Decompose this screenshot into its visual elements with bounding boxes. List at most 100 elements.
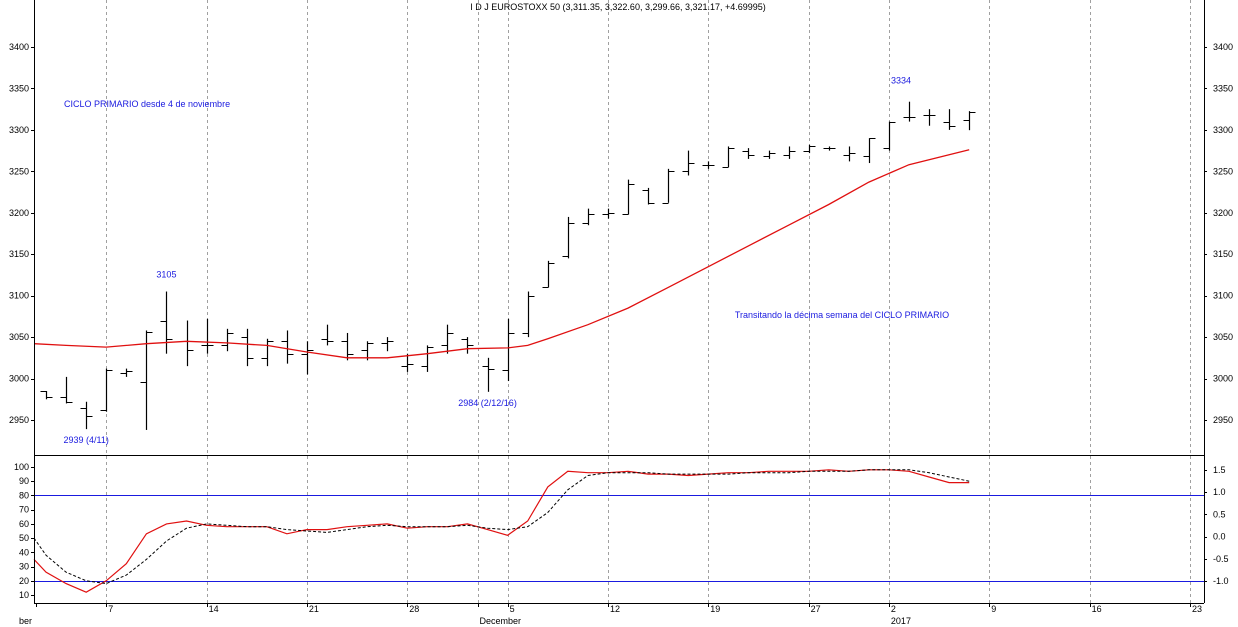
annotation-label: 2939 (4/11) bbox=[63, 435, 108, 445]
ohlc-bar bbox=[522, 291, 535, 338]
ohlc-bar bbox=[321, 324, 334, 346]
y-tick-label-right: 3350 bbox=[1213, 83, 1233, 93]
y-tick-label-left: 2950 bbox=[9, 415, 29, 425]
ohlc-bar bbox=[542, 260, 555, 288]
x-tick-label: 7 bbox=[108, 604, 113, 614]
ohlc-bar bbox=[582, 208, 595, 226]
oscillator-signal-line bbox=[33, 469, 970, 585]
ohlc-bar bbox=[742, 148, 755, 159]
ohlc-bar bbox=[923, 109, 936, 126]
ohlc-bar bbox=[80, 401, 93, 430]
ohlc-bar bbox=[823, 146, 836, 151]
ohlc-bar bbox=[622, 179, 635, 215]
osc-tick-label-left: 10 bbox=[19, 590, 29, 600]
ohlc-bar bbox=[241, 328, 254, 367]
ohlc-bar bbox=[682, 150, 695, 176]
osc-tick-label-left: 80 bbox=[19, 490, 29, 500]
ohlc-bar bbox=[441, 324, 454, 354]
ohlc-bar bbox=[181, 320, 194, 367]
y-tick-label-left: 3350 bbox=[9, 83, 29, 93]
ohlc-bar bbox=[421, 345, 434, 372]
chart-title: I D J EUROSTOXX 50 (3,311.35, 3,322.60, … bbox=[470, 2, 766, 12]
ohlc-bar bbox=[461, 337, 474, 354]
y-tick-label-left: 3400 bbox=[9, 42, 29, 52]
ohlc-bar bbox=[341, 332, 354, 361]
x-tick-label: 12 bbox=[610, 604, 620, 614]
osc-tick-label-left: 20 bbox=[19, 576, 29, 586]
annotation-label: Transitando la décima semana del CICLO P… bbox=[735, 310, 949, 320]
osc-tick-label-left: 100 bbox=[14, 462, 29, 472]
price-panel: 3105 2939 (4/11) 2984 (2/12/16) 3334 CICLO P… bbox=[33, 76, 976, 445]
ohlc-bar bbox=[843, 146, 856, 162]
x-tick-label: 9 bbox=[991, 604, 996, 614]
annotation-label: 2984 (2/12/16) bbox=[458, 398, 517, 408]
ohlc-bar bbox=[100, 368, 113, 412]
osc-tick-label-left: 40 bbox=[19, 547, 29, 557]
ohlc-bar bbox=[502, 318, 515, 382]
x-tick-label: ber bbox=[19, 616, 32, 626]
ohlc-bar bbox=[943, 109, 956, 130]
x-tick-label: December bbox=[480, 616, 522, 626]
x-tick-label: 28 bbox=[409, 604, 419, 614]
ohlc-bar bbox=[221, 328, 234, 352]
ohlc-bar bbox=[281, 330, 294, 364]
ohlc-bar bbox=[803, 144, 816, 154]
ohlc-bar bbox=[381, 337, 394, 352]
osc-tick-label-left: 90 bbox=[19, 476, 29, 486]
annotation-label: CICLO PRIMARIO desde 4 de noviembre bbox=[64, 99, 230, 109]
y-tick-label-left: 3250 bbox=[9, 166, 29, 176]
osc-tick-label-right: 1.5 bbox=[1213, 465, 1226, 475]
osc-tick-label-right: 0.0 bbox=[1213, 532, 1226, 542]
x-tick-label: 27 bbox=[811, 604, 821, 614]
ohlc-bar bbox=[301, 341, 314, 375]
annotation-label: 3105 bbox=[156, 270, 176, 280]
ohlc-bar bbox=[722, 146, 735, 168]
x-tick-label: 2017 bbox=[891, 616, 911, 626]
ohlc-bar bbox=[60, 376, 73, 404]
y-tick-label-left: 3300 bbox=[9, 125, 29, 135]
y-tick-label-left: 3000 bbox=[9, 374, 29, 384]
ohlc-bar bbox=[763, 150, 776, 159]
ohlc-bar bbox=[602, 208, 615, 219]
y-tick-label-left: 3200 bbox=[9, 208, 29, 218]
oscillator-panel bbox=[33, 469, 1204, 593]
ohlc-bar bbox=[863, 138, 876, 164]
y-tick-label-left: 3100 bbox=[9, 291, 29, 301]
ohlc-bar bbox=[562, 216, 575, 259]
y-tick-label-right: 2950 bbox=[1213, 415, 1233, 425]
ohlc-bar bbox=[40, 390, 53, 400]
ohlc-bar bbox=[160, 291, 173, 354]
ohlc-bar bbox=[903, 101, 916, 122]
x-tick-label: 21 bbox=[309, 604, 319, 614]
ohlc-bar bbox=[883, 121, 896, 151]
ohlc-bar bbox=[201, 318, 214, 354]
osc-tick-label-right: 1.0 bbox=[1213, 487, 1226, 497]
y-tick-label-left: 3150 bbox=[9, 249, 29, 259]
osc-tick-label-left: 30 bbox=[19, 562, 29, 572]
ohlc-bar bbox=[140, 330, 153, 430]
ohlc-bar bbox=[401, 353, 414, 372]
osc-tick-label-right: -1.0 bbox=[1213, 576, 1229, 586]
x-tick-label: 19 bbox=[710, 604, 720, 614]
grid-lines bbox=[106, 0, 1191, 603]
ohlc-bar bbox=[120, 368, 133, 377]
ohlc-bar bbox=[783, 146, 796, 159]
ohlc-bar bbox=[662, 168, 675, 204]
osc-tick-label-left: 70 bbox=[19, 505, 29, 515]
x-tick-label: 2 bbox=[891, 604, 896, 614]
ohlc-bar bbox=[261, 338, 274, 367]
x-tick-label: 14 bbox=[209, 604, 219, 614]
y-tick-label-right: 3250 bbox=[1213, 166, 1233, 176]
y-tick-label-right: 3200 bbox=[1213, 208, 1233, 218]
osc-tick-label-left: 60 bbox=[19, 519, 29, 529]
annotation-label: 3334 bbox=[891, 76, 911, 86]
y-tick-label-right: 3300 bbox=[1213, 125, 1233, 135]
y-tick-label-right: 3000 bbox=[1213, 374, 1233, 384]
x-tick-label: 23 bbox=[1192, 604, 1202, 614]
osc-tick-label-right: 0.5 bbox=[1213, 509, 1226, 519]
ohlc-bar bbox=[482, 357, 495, 392]
ohlc-bar bbox=[361, 341, 374, 361]
y-tick-label-right: 3100 bbox=[1213, 291, 1233, 301]
